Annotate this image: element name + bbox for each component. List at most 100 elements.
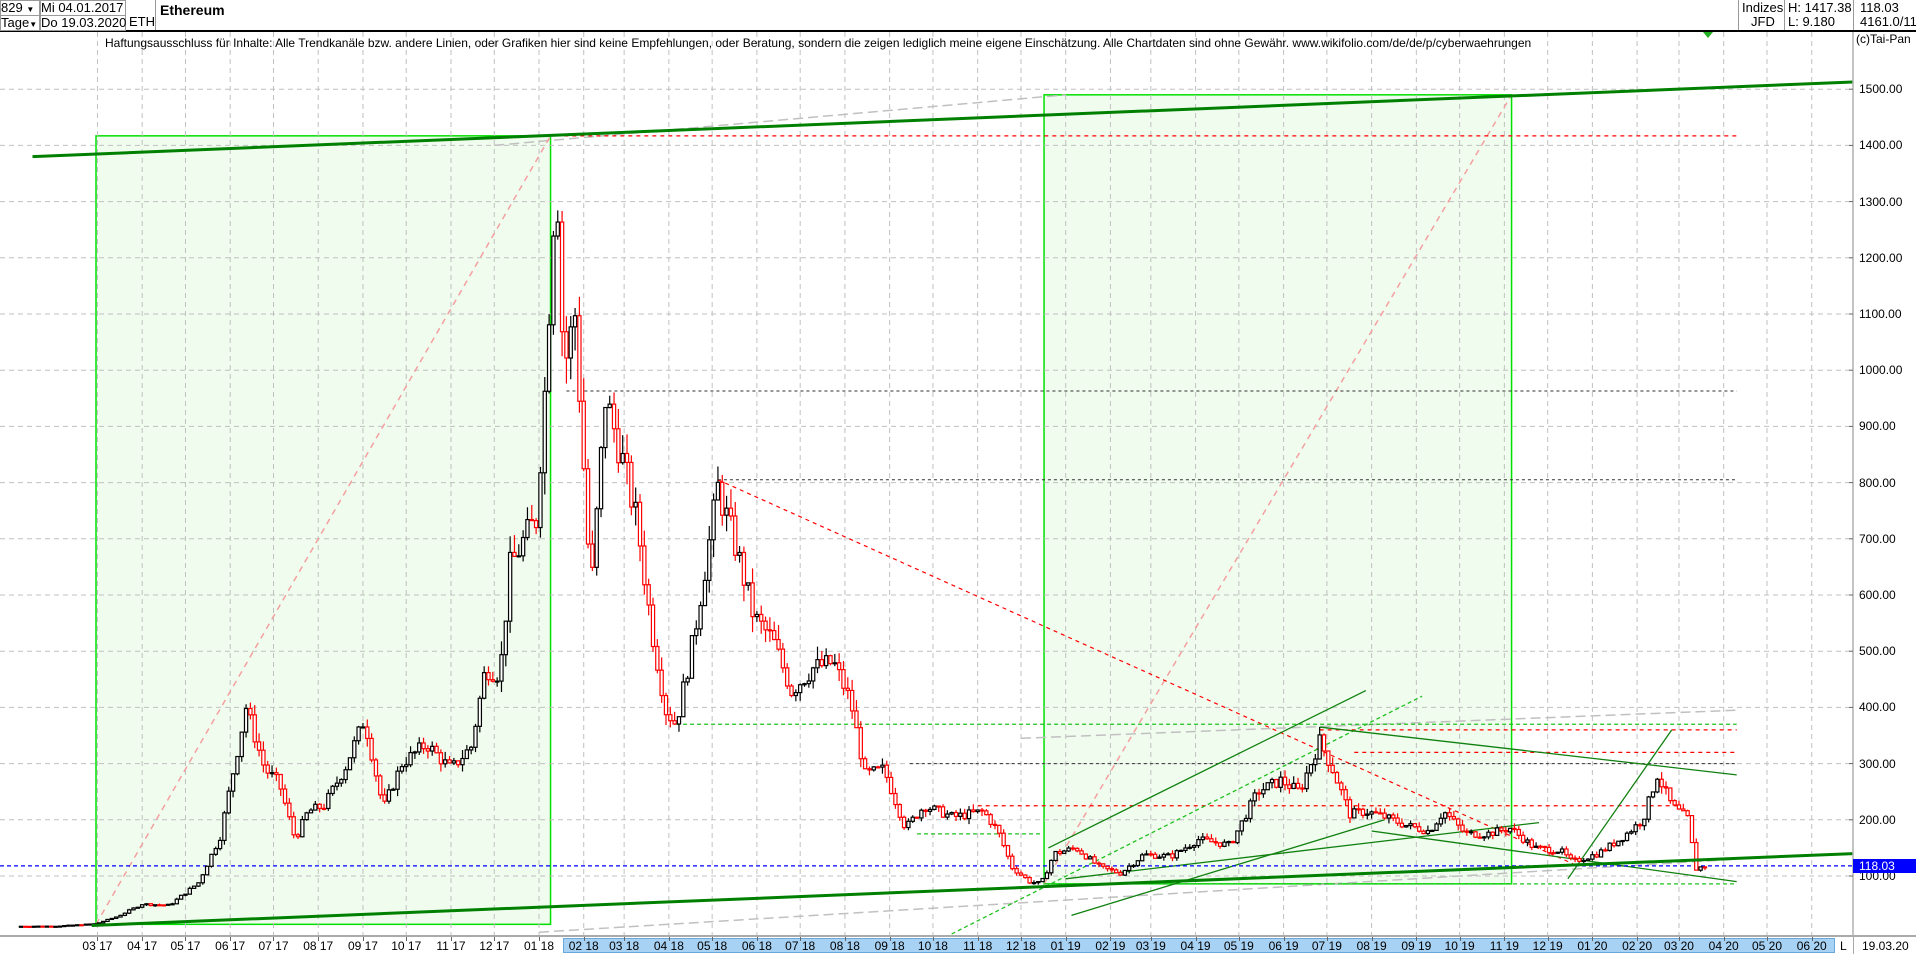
x-tick-label: 03 19 [1135,939,1166,953]
candle-body [919,809,924,819]
candle [702,571,708,607]
axis-mode[interactable]: L [1840,939,1847,953]
candle [139,904,145,909]
candle-body [737,551,742,556]
candle-body [884,764,889,779]
candle-body [434,745,439,754]
candle-body [1477,836,1483,839]
candle-body [144,903,149,906]
candle-body [711,499,716,541]
x-tick-mark [450,937,452,941]
candle [1023,874,1028,879]
candle-body [157,904,162,907]
candle [979,807,985,817]
candle-body [975,809,980,813]
candle [646,578,651,616]
x-tick-label: 10 18 [917,939,948,953]
candle-body [1178,849,1184,852]
candle-body [49,925,54,928]
candle-body [789,685,794,697]
candle-body [875,766,881,769]
candle-body [161,904,167,907]
candle-body [616,428,621,464]
candle-body [18,925,24,928]
symbol: ETH [129,14,155,29]
candle [1616,840,1621,847]
candle-body [1139,854,1145,862]
x-tick-label: 04 17 [127,939,158,953]
candle [1079,848,1084,855]
candle-body [1681,808,1686,812]
x-tick-label: 01 20 [1577,939,1608,953]
candle [1694,838,1699,871]
candle-body [455,760,461,766]
candle-body [828,655,833,665]
candle-body [784,667,790,687]
candle [230,773,236,798]
candle-body [412,751,418,754]
candle-body [291,816,296,836]
candle-body [1538,845,1543,848]
candle-body [468,746,474,751]
trendline-main [32,80,1853,159]
candle [1083,853,1089,860]
x-tick-label: 04 20 [1708,939,1739,953]
candle-body [1629,831,1634,834]
candle-body [733,515,738,556]
candle-body [269,772,275,775]
candle-body [1447,812,1452,818]
candle [728,489,734,521]
period-dropdown[interactable]: Tage▼ [0,15,40,31]
candle [499,641,504,693]
candle [707,525,712,593]
chevron-down-icon: ▼ [26,5,35,14]
x-tick-label: 08 17 [303,939,334,953]
candle-body [854,710,859,729]
y-tick-label: 1000.00 [1859,363,1903,378]
candle-body [417,742,422,753]
candle-body [1581,859,1586,863]
candle [217,836,223,851]
candle-body [512,551,517,557]
candle-body [399,766,405,772]
candle-body [66,924,71,927]
candle [468,745,474,755]
candle [161,904,167,907]
candle [797,683,803,701]
candle [966,806,972,825]
trendline-thin [1567,729,1673,880]
candle [711,493,716,558]
candle [737,545,742,563]
candle-body [343,769,348,781]
candle [1624,831,1630,842]
candle-body [1533,845,1539,848]
candle-body [1572,857,1578,860]
x-tick-mark [1766,937,1768,941]
candle-body [533,520,539,529]
last-date: 19.03.20 [1862,939,1909,953]
candle-body [1282,776,1288,786]
candle-body [1243,817,1249,822]
candle [118,914,123,918]
candle [1031,880,1037,885]
candle [746,582,751,591]
x-axis[interactable]: L 19.03.20 03 17 04 17 05 17 06 17 07 17 08 1… [0,935,1916,954]
x-tick-mark [1547,937,1549,941]
trendline-thin [1071,819,1385,916]
x-tick-mark [1195,937,1197,941]
candle-body [655,645,660,671]
candle-body [126,909,132,914]
candle [148,903,154,907]
candle-body [75,924,80,927]
candle [958,808,963,821]
candle-body [1655,778,1660,793]
candle [1010,853,1015,871]
x-tick-label: 03 18 [609,939,640,953]
candle [1477,832,1483,839]
candle-body [295,834,301,838]
candle [339,778,344,787]
candle [1330,757,1335,774]
end-date[interactable]: Do 19.03.2020 [40,15,127,31]
candle [494,677,500,687]
